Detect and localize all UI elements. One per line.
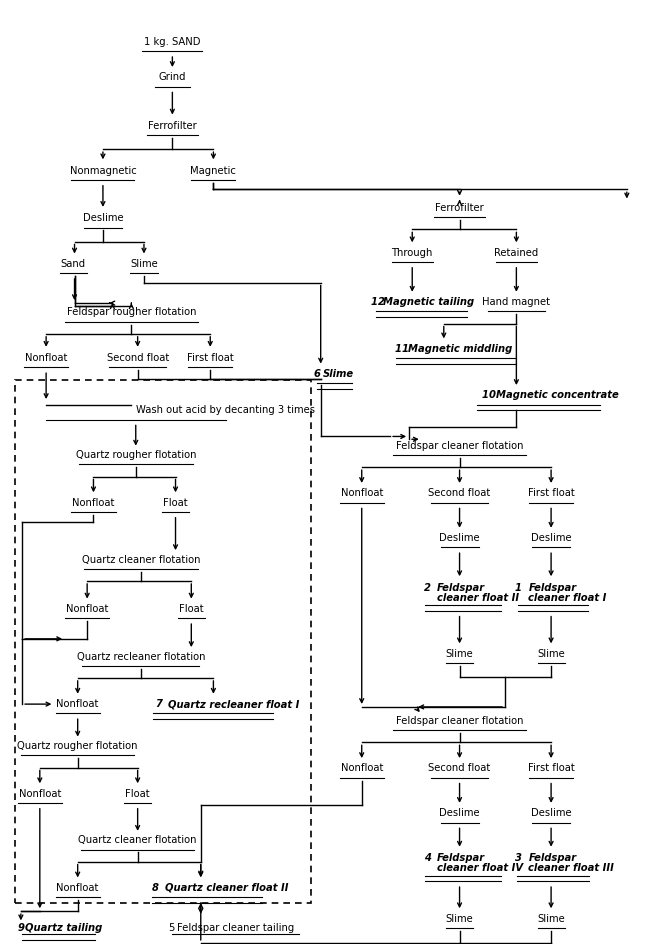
Text: Ferrofilter: Ferrofilter xyxy=(436,203,484,213)
Text: First float: First float xyxy=(528,764,575,773)
Text: First float: First float xyxy=(187,353,233,363)
Text: Nonfloat: Nonfloat xyxy=(72,497,114,508)
Text: Slime: Slime xyxy=(537,914,565,923)
Text: Quartz cleaner flotation: Quartz cleaner flotation xyxy=(79,835,197,845)
Text: Quartz rougher flotation: Quartz rougher flotation xyxy=(75,450,196,460)
Text: Deslime: Deslime xyxy=(531,808,571,818)
Text: cleaner float I: cleaner float I xyxy=(528,593,606,603)
Text: Feldspar: Feldspar xyxy=(437,853,485,863)
Text: Ferrofilter: Ferrofilter xyxy=(148,121,197,131)
Text: Deslime: Deslime xyxy=(83,213,124,223)
Text: Wash out acid by decanting 3 times: Wash out acid by decanting 3 times xyxy=(136,405,315,415)
Text: Retained: Retained xyxy=(494,247,538,258)
Text: Feldspar: Feldspar xyxy=(528,582,577,593)
Text: 4: 4 xyxy=(424,853,434,863)
Text: Magnetic middling: Magnetic middling xyxy=(408,344,512,354)
Text: Nonfloat: Nonfloat xyxy=(341,764,383,773)
Text: Hand magnet: Hand magnet xyxy=(482,297,551,307)
Text: Float: Float xyxy=(179,604,203,614)
Text: 7: 7 xyxy=(155,700,166,709)
Text: Nonfloat: Nonfloat xyxy=(25,353,68,363)
Text: Feldspar: Feldspar xyxy=(437,582,485,593)
Text: 5: 5 xyxy=(169,923,179,933)
Text: 10: 10 xyxy=(482,391,499,400)
Text: Quartz tailing: Quartz tailing xyxy=(25,923,103,933)
Text: 2: 2 xyxy=(424,582,434,593)
Text: Nonfloat: Nonfloat xyxy=(341,488,383,498)
Text: Feldspar cleaner flotation: Feldspar cleaner flotation xyxy=(396,441,523,451)
Text: Quartz cleaner float II: Quartz cleaner float II xyxy=(165,883,289,893)
Text: Slime: Slime xyxy=(130,259,158,269)
Text: First float: First float xyxy=(528,488,575,498)
Text: Magnetic tailing: Magnetic tailing xyxy=(383,297,474,307)
Text: 12: 12 xyxy=(371,297,389,307)
Text: Nonfloat: Nonfloat xyxy=(57,883,99,893)
Text: 3: 3 xyxy=(515,853,526,863)
Text: Float: Float xyxy=(125,788,150,799)
Text: Quartz recleaner flotation: Quartz recleaner flotation xyxy=(77,651,205,662)
Text: 8: 8 xyxy=(152,883,163,893)
Text: cleaner float III: cleaner float III xyxy=(528,863,614,873)
Text: Slime: Slime xyxy=(446,649,473,659)
Text: Feldspar cleaner tailing: Feldspar cleaner tailing xyxy=(177,923,294,933)
Text: Nonfloat: Nonfloat xyxy=(66,604,109,614)
Text: Feldspar rougher flotation: Feldspar rougher flotation xyxy=(66,308,196,317)
Text: Float: Float xyxy=(163,497,188,508)
Bar xyxy=(14,380,311,902)
Text: 6: 6 xyxy=(315,369,325,379)
Text: 1: 1 xyxy=(515,582,526,593)
Text: Slime: Slime xyxy=(446,914,473,923)
Text: Second float: Second float xyxy=(428,764,491,773)
Text: Magnetic concentrate: Magnetic concentrate xyxy=(496,391,619,400)
Text: Quartz cleaner flotation: Quartz cleaner flotation xyxy=(81,554,200,565)
Text: Nonfloat: Nonfloat xyxy=(19,788,61,799)
Text: Nonmagnetic: Nonmagnetic xyxy=(70,165,136,176)
Text: Deslime: Deslime xyxy=(531,533,571,543)
Text: 1 kg. SAND: 1 kg. SAND xyxy=(144,37,201,47)
Text: Deslime: Deslime xyxy=(439,533,480,543)
Text: Feldspar: Feldspar xyxy=(528,853,577,863)
Text: cleaner float II: cleaner float II xyxy=(437,593,519,603)
Text: Quartz recleaner float I: Quartz recleaner float I xyxy=(168,700,299,709)
Text: Magnetic: Magnetic xyxy=(190,165,237,176)
Text: Slime: Slime xyxy=(537,649,565,659)
Text: Slime: Slime xyxy=(322,369,354,379)
Text: Quartz rougher flotation: Quartz rougher flotation xyxy=(18,741,138,751)
Text: Grind: Grind xyxy=(159,73,186,82)
Text: cleaner float IV: cleaner float IV xyxy=(437,863,523,873)
Text: Second float: Second float xyxy=(428,488,491,498)
Text: Through: Through xyxy=(391,247,433,258)
Text: 9: 9 xyxy=(18,923,28,933)
Text: 11: 11 xyxy=(395,344,413,354)
Text: Deslime: Deslime xyxy=(439,808,480,818)
Text: Nonfloat: Nonfloat xyxy=(57,700,99,709)
Text: Second float: Second float xyxy=(107,353,169,363)
Text: Feldspar cleaner flotation: Feldspar cleaner flotation xyxy=(396,716,523,726)
Text: Sand: Sand xyxy=(60,259,86,269)
